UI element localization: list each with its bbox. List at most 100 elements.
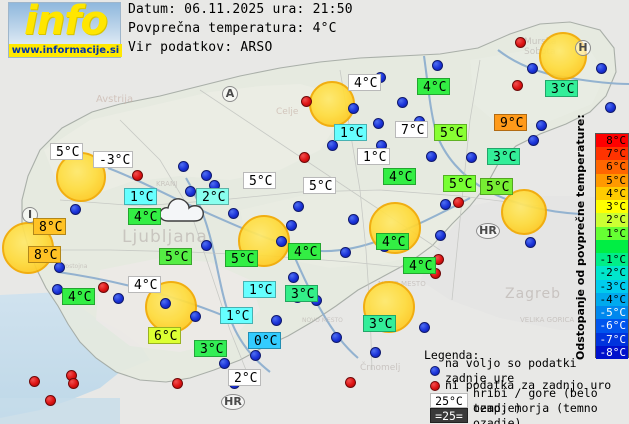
- station-dot-blue[interactable]: [178, 161, 189, 172]
- station-dot-blue[interactable]: [201, 240, 212, 251]
- station-dot-red[interactable]: [512, 80, 523, 91]
- temperature-label: 3°C: [545, 80, 578, 97]
- station-dot-blue[interactable]: [113, 293, 124, 304]
- station-dot-red[interactable]: [172, 378, 183, 389]
- station-dot-blue[interactable]: [201, 170, 212, 181]
- station-dot-blue[interactable]: [228, 208, 239, 219]
- station-dot-blue[interactable]: [70, 204, 81, 215]
- station-dot-blue[interactable]: [190, 311, 201, 322]
- temperature-label: 5°C: [243, 172, 276, 189]
- station-dot-blue[interactable]: [331, 332, 342, 343]
- scale-step: -2°C: [596, 266, 628, 280]
- station-dot-blue[interactable]: [527, 63, 538, 74]
- station-dot-blue[interactable]: [348, 214, 359, 225]
- temperature-label: 7°C: [395, 121, 428, 138]
- scale-step: 3°C: [596, 200, 628, 214]
- scale-step: 2°C: [596, 213, 628, 227]
- station-dot-blue[interactable]: [536, 120, 547, 131]
- station-dot-blue[interactable]: [528, 135, 539, 146]
- station-dot-red[interactable]: [68, 378, 79, 389]
- legend-row: =25= temp. morja (temno ozadje): [430, 401, 624, 424]
- temperature-label: 4°C: [383, 168, 416, 185]
- scale-step: 5°C: [596, 173, 628, 187]
- station-dot-red[interactable]: [45, 395, 56, 406]
- scale-step: [596, 239, 628, 254]
- legend-items: na voljo so podatki zadnje ure ni podatka…: [424, 356, 624, 424]
- station-dot-blue[interactable]: [348, 103, 359, 114]
- station-dot-red[interactable]: [515, 37, 526, 48]
- temperature-label: 1°C: [243, 281, 276, 298]
- temperature-label: 5°C: [50, 143, 83, 160]
- scale-step: 6°C: [596, 160, 628, 174]
- scale-step: -5°C: [596, 306, 628, 320]
- station-dot-blue[interactable]: [276, 236, 287, 247]
- svg-text:Avstrija: Avstrija: [96, 94, 133, 105]
- temperature-label: 4°C: [288, 243, 321, 260]
- station-dot-blue[interactable]: [596, 63, 607, 74]
- station-dot-blue[interactable]: [373, 118, 384, 129]
- temperature-label: 5°C: [480, 178, 513, 195]
- station-dot-blue[interactable]: [271, 315, 282, 326]
- temperature-label: -3°C: [93, 151, 133, 168]
- scale-step: -4°C: [596, 292, 628, 307]
- station-dot-blue[interactable]: [327, 140, 338, 151]
- station-dot-red[interactable]: [345, 377, 356, 388]
- station-dot-blue[interactable]: [288, 272, 299, 283]
- station-dot-blue[interactable]: [426, 151, 437, 162]
- legend-red-dot-icon: [430, 380, 440, 391]
- svg-text:KRANJ: KRANJ: [156, 180, 177, 188]
- station-dot-red[interactable]: [98, 282, 109, 293]
- scale-title: Odstopanje od povprečne temperature:: [574, 114, 587, 360]
- station-dot-red[interactable]: [29, 376, 40, 387]
- station-dot-blue[interactable]: [219, 358, 230, 369]
- legend-label: temp. morja (temno ozadje): [473, 400, 598, 424]
- station-dot-blue[interactable]: [185, 186, 196, 197]
- temperature-label: 9°C: [494, 114, 527, 131]
- temperature-label: 5°C: [225, 250, 258, 267]
- station-dot-blue[interactable]: [525, 237, 536, 248]
- station-dot-blue[interactable]: [293, 201, 304, 212]
- svg-text:Postojna: Postojna: [62, 263, 88, 270]
- legend-label: na voljo so podatki zadnje ure: [445, 355, 577, 385]
- scale-step: -7°C: [596, 332, 628, 346]
- station-dot-blue[interactable]: [440, 199, 451, 210]
- temperature-label: 1°C: [220, 307, 253, 324]
- sun-icon: [539, 32, 587, 80]
- svg-text:Zagreb: Zagreb: [505, 286, 561, 302]
- temperature-label: 5°C: [443, 175, 476, 192]
- svg-text:Celje: Celje: [276, 107, 299, 117]
- country-code-a: A: [222, 86, 238, 102]
- station-dot-blue[interactable]: [466, 152, 477, 163]
- temperature-label: 6°C: [148, 327, 181, 344]
- station-dot-red[interactable]: [301, 96, 312, 107]
- station-dot-blue[interactable]: [435, 230, 446, 241]
- station-dot-blue[interactable]: [340, 247, 351, 258]
- scale-step: -1°C: [596, 253, 628, 267]
- station-dot-blue[interactable]: [286, 220, 297, 231]
- temperature-label: 3°C: [194, 340, 227, 357]
- station-dot-red[interactable]: [453, 197, 464, 208]
- station-dot-blue[interactable]: [605, 102, 616, 113]
- temperature-label: 4°C: [376, 233, 409, 250]
- svg-text:Murska: Murska: [524, 37, 556, 47]
- station-dot-blue[interactable]: [370, 347, 381, 358]
- station-dot-red[interactable]: [299, 152, 310, 163]
- station-dot-blue[interactable]: [397, 97, 408, 108]
- country-code-hr: HR: [221, 394, 245, 410]
- station-dot-blue[interactable]: [432, 60, 443, 71]
- station-dot-blue[interactable]: [250, 350, 261, 361]
- temperature-label: 0°C: [248, 332, 281, 349]
- temperature-label: 4°C: [417, 78, 450, 95]
- temperature-label: 1°C: [357, 148, 390, 165]
- svg-text:VELIKA GORICA: VELIKA GORICA: [520, 316, 574, 324]
- legend-row: 25°C hribi / gore (belo ozadje): [430, 386, 624, 415]
- scale-step: -3°C: [596, 279, 628, 293]
- scale-step: 1°C: [596, 226, 628, 240]
- station-dot-blue[interactable]: [419, 322, 430, 333]
- station-dot-red[interactable]: [132, 170, 143, 181]
- temperature-label: 4°C: [62, 288, 95, 305]
- temperature-label: 5°C: [159, 248, 192, 265]
- station-dot-blue[interactable]: [160, 298, 171, 309]
- country-code-hr: HR: [476, 223, 500, 239]
